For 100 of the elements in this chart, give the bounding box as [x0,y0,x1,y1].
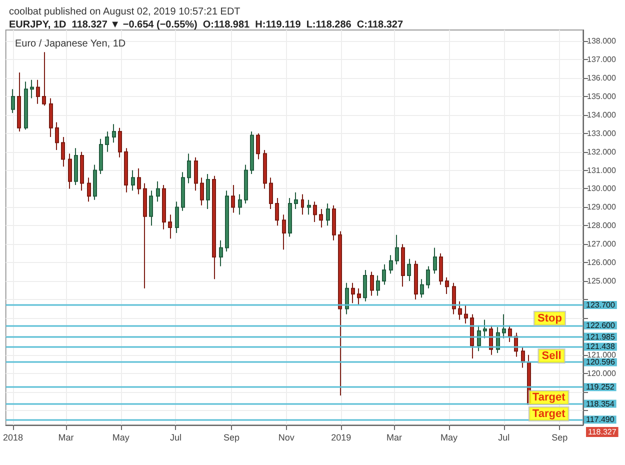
candlestick [326,203,330,226]
candlestick [11,88,15,114]
candlestick [319,208,323,228]
candlestick [175,201,179,234]
y-tick-label: 126.000 [587,258,616,268]
ref-line-label: 117.490 [586,415,615,424]
candlestick [156,180,160,202]
candlestick [483,319,487,339]
candlestick [99,138,103,174]
candlestick [407,258,411,282]
candlestick [187,153,191,184]
x-tick-label: 2019 [331,432,352,442]
y-tick-label: 138.000 [587,36,616,46]
candlestick [137,168,141,195]
candlestick [502,314,506,339]
y-tick-label: 129.000 [587,202,616,212]
y-tick-label: 134.000 [587,110,616,120]
x-tick-label: Sep [223,432,240,442]
candlestick [112,124,116,144]
candlestick [225,190,229,252]
candlestick [244,164,248,204]
candlestick [351,282,355,304]
candlestick [414,260,418,300]
x-tick-label: Jul [170,432,182,442]
candlestick [68,153,72,190]
y-tick-label: 120.000 [587,368,616,378]
candlestick [42,52,46,106]
y-tick-label: 132.000 [587,147,616,156]
candlestick [263,149,267,190]
candlestick [200,177,204,206]
candlestick [118,127,122,158]
annotation: Stop [538,312,562,324]
candlestick [61,136,65,168]
candlestick [439,252,443,286]
text: coolbat published on August 02, 2019 10:57:21 EDT [9,6,240,18]
candlestick [212,175,216,280]
candlestick [105,131,109,152]
candlestick [30,79,34,99]
candlestick [124,148,128,193]
candlestick [49,98,53,138]
y-tick-label: 121.000 [587,350,616,360]
candlestick [313,201,317,222]
y-tick-label: 135.000 [587,92,616,101]
y-tick-label: 133.000 [587,128,616,138]
candlestick [206,173,210,210]
text: Euro / Japanese Yen, 1D [15,38,126,50]
candlestick [143,182,147,289]
candlestick [508,324,512,342]
candlestick [181,172,185,212]
candlestick [420,278,424,298]
ref-line-label: 123.700 [586,300,616,310]
x-tick-label: May [112,432,130,442]
candlestick [282,214,286,250]
candlestick [376,274,380,296]
candlestick [477,324,481,352]
x-tick-label: May [440,432,458,442]
candlestick [74,148,78,186]
candlestick [250,131,254,174]
y-tick-label: 125.000 [587,276,616,286]
ref-line-label: 118.354 [586,399,615,408]
candlestick [332,204,336,241]
y-tick-label: 127.000 [587,240,616,249]
candlestick [426,266,430,289]
candlestick [93,164,97,200]
ref-line-label: 120.596 [586,358,616,367]
y-tick-label: 130.000 [587,184,616,194]
candlestick [464,304,468,324]
candlestick [256,132,260,160]
candlestick [401,244,405,288]
text: 118.327 [588,428,617,436]
candlestick [231,184,235,214]
candlestick [24,81,28,130]
candlestick [452,282,456,315]
candlestick [17,72,21,132]
y-tick-label: 137.000 [587,55,616,64]
candlestick [194,156,198,192]
y-tick-label: 128.000 [587,221,616,230]
ref-line-label: 121.985 [586,332,616,342]
candlestick [389,254,393,274]
candlestick [275,197,279,226]
candlestick [395,234,399,265]
candlestick [288,197,292,238]
candlestick [345,282,349,315]
x-tick-label: Jul [498,432,510,442]
ref-line-label: 119.252 [586,382,615,392]
candlestick [458,300,462,320]
candlestick [269,177,273,210]
chart-subtitle: EURJPY, 1D 118.327 ▼ −0.654 (−0.55%) O:118.981 H:119.119 L:118.286 C:118.327 [9,20,404,30]
ref-line-label: 121.438 [586,342,616,352]
candlestick [80,151,84,192]
candlestick [382,264,386,286]
x-tick-label: Nov [278,432,295,442]
annotation: Target [532,392,566,404]
annotation: Target [532,408,566,420]
y-tick-label: 131.000 [587,166,616,175]
candlestick [131,170,135,192]
candlestick [445,276,449,294]
candlestick [521,346,525,368]
y-tick-label: 136.000 [587,73,616,82]
candlestick [162,184,166,230]
